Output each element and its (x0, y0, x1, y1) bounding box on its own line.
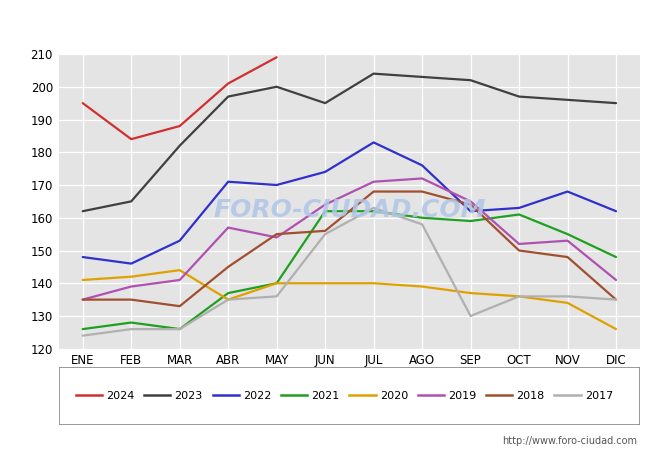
Text: 2018: 2018 (516, 391, 545, 401)
Text: FORO-CIUDAD.COM: FORO-CIUDAD.COM (213, 198, 486, 222)
Text: 2017: 2017 (585, 391, 613, 401)
Text: 2023: 2023 (175, 391, 203, 401)
Text: 2022: 2022 (243, 391, 271, 401)
Text: http://www.foro-ciudad.com: http://www.foro-ciudad.com (502, 436, 637, 446)
FancyBboxPatch shape (58, 367, 640, 425)
Text: 2021: 2021 (311, 391, 339, 401)
Text: 2019: 2019 (448, 391, 476, 401)
Text: Afiliados en Rubena a 31/5/2024: Afiliados en Rubena a 31/5/2024 (178, 14, 472, 33)
Text: 2024: 2024 (106, 391, 135, 401)
Text: 2020: 2020 (380, 391, 408, 401)
